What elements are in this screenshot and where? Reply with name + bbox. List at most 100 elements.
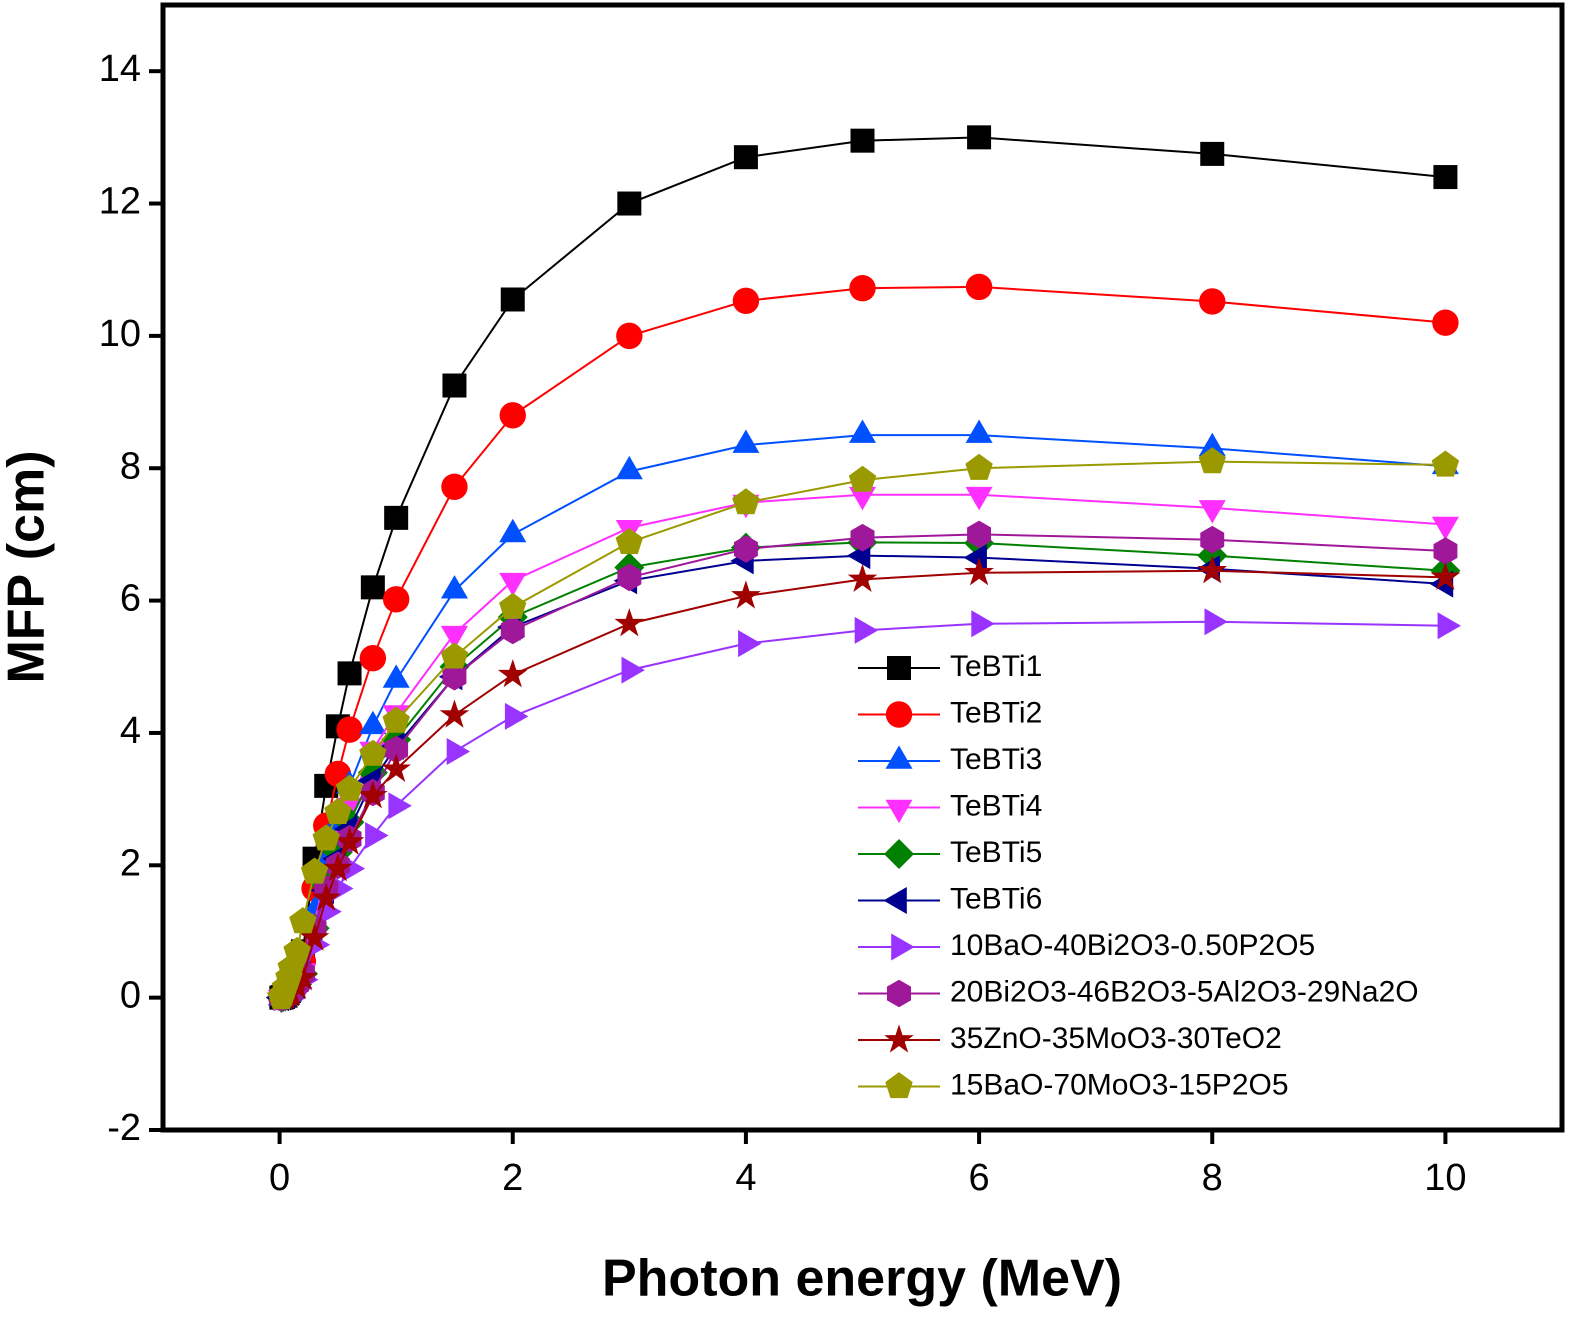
- y-tick-label: 6: [120, 578, 141, 620]
- data-point: [615, 528, 643, 554]
- legend-label: TeBTi1: [950, 650, 1042, 683]
- data-point: [323, 853, 353, 882]
- x-axis-label: Photon energy (MeV): [602, 1250, 1122, 1308]
- data-point: [965, 486, 993, 511]
- data-point: [614, 608, 645, 637]
- y-tick-label: 8: [120, 445, 141, 487]
- data-point: [621, 656, 645, 684]
- data-point: [731, 580, 761, 609]
- data-point: [441, 473, 468, 500]
- data-point: [1197, 555, 1228, 584]
- y-tick-label: 10: [99, 313, 141, 355]
- y-tick-label: 14: [99, 48, 141, 90]
- legend-marker: [884, 839, 914, 869]
- x-tick-label: 10: [1424, 1157, 1466, 1199]
- data-point: [850, 128, 875, 153]
- data-point: [440, 575, 468, 599]
- data-point: [499, 402, 526, 429]
- data-point: [1198, 500, 1226, 524]
- legend-marker: [891, 933, 915, 961]
- data-point: [334, 826, 365, 855]
- y-tick-label: -2: [107, 1107, 141, 1149]
- data-point: [382, 664, 410, 688]
- legend-marker: [887, 979, 911, 1008]
- data-point: [289, 907, 317, 934]
- legend-marker: [884, 1024, 914, 1053]
- data-point: [335, 774, 364, 801]
- data-point: [733, 145, 758, 170]
- data-point: [384, 505, 409, 530]
- x-tick-label: 0: [269, 1157, 290, 1199]
- data-point: [967, 125, 992, 150]
- legend-marker: [885, 701, 913, 728]
- y-tick-label: 4: [120, 710, 141, 752]
- legend: TeBTi1 TeBTi2 TeBTi3 TeBTi4 TeBTi5 TeBTi6 10Ba…: [858, 650, 1419, 1101]
- legend-marker: [887, 656, 911, 680]
- data-point: [388, 792, 412, 820]
- data-point: [499, 572, 527, 597]
- data-point: [358, 780, 388, 809]
- data-point: [1198, 447, 1226, 474]
- legend-label: 20Bi2O3-46B2O3-5Al2O3-29Na2O: [950, 975, 1419, 1008]
- data-point: [738, 630, 762, 658]
- y-tick-label: 0: [120, 975, 141, 1017]
- data-point: [384, 735, 409, 764]
- legend-marker: [883, 887, 907, 914]
- data-point: [359, 644, 387, 672]
- data-point: [442, 373, 467, 398]
- legend-marker: [885, 1072, 913, 1099]
- x-tick-label: 8: [1202, 1157, 1223, 1199]
- data-point: [446, 738, 471, 765]
- series: [267, 447, 1460, 1010]
- data-point: [616, 322, 643, 350]
- data-point: [359, 710, 387, 735]
- data-point: [324, 798, 352, 824]
- data-point: [382, 706, 410, 733]
- legend-label: 15BaO-70MoO3-15P2O5: [950, 1068, 1289, 1101]
- data-point: [1432, 309, 1459, 336]
- data-point: [1199, 288, 1226, 315]
- data-point: [1204, 608, 1228, 636]
- data-point: [732, 488, 760, 515]
- data-point: [500, 287, 525, 312]
- y-tick-label: 12: [99, 181, 141, 223]
- data-point: [359, 739, 387, 766]
- data-point: [288, 962, 318, 991]
- data-point: [850, 523, 875, 552]
- data-point: [847, 563, 878, 592]
- data-point: [732, 287, 760, 315]
- data-point: [849, 275, 876, 302]
- data-point: [1431, 450, 1460, 477]
- data-point: [1200, 525, 1225, 554]
- legend-marker: [885, 745, 913, 769]
- data-point: [967, 520, 991, 549]
- legend-label: TeBTi5: [950, 836, 1042, 869]
- data-point: [381, 753, 411, 782]
- data-point: [615, 455, 643, 480]
- legend-marker: [885, 799, 913, 824]
- x-tick-label: 4: [735, 1157, 756, 1199]
- data-point: [311, 882, 342, 911]
- data-point: [283, 936, 311, 963]
- data-point: [971, 610, 995, 638]
- data-point: [312, 824, 340, 851]
- y-axis-label: MFP (cm): [0, 450, 56, 683]
- data-point: [439, 699, 470, 728]
- data-point: [1437, 612, 1461, 640]
- data-point: [848, 465, 877, 492]
- data-point: [499, 592, 527, 619]
- data-point: [499, 518, 527, 543]
- data-point: [1198, 432, 1226, 457]
- data-point: [382, 586, 410, 613]
- data-point: [365, 822, 389, 849]
- x-tick-label: 6: [969, 1157, 990, 1199]
- data-point: [1200, 141, 1225, 166]
- legend-label: TeBTi3: [950, 743, 1042, 776]
- data-point: [500, 616, 525, 645]
- data-point: [617, 191, 642, 216]
- data-point: [965, 419, 993, 443]
- legend-label: TeBTi4: [950, 789, 1042, 822]
- data-point: [440, 625, 468, 650]
- data-point: [849, 486, 876, 511]
